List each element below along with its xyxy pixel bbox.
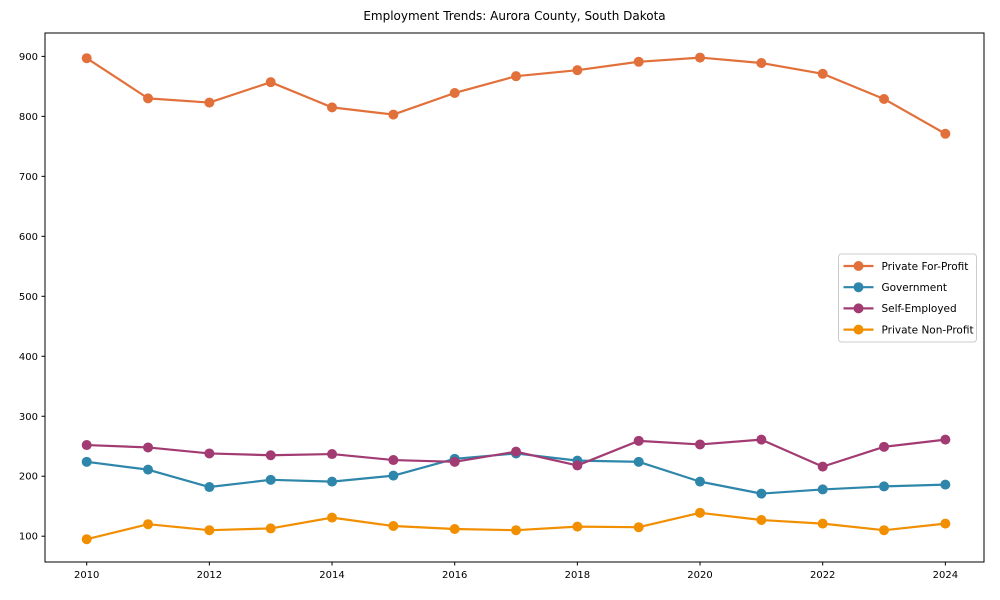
y-tick-label: 900 (19, 52, 38, 63)
series-self-employed (81, 434, 951, 472)
data-point (756, 57, 767, 68)
y-tick-label: 400 (19, 352, 38, 363)
series-line-government (85, 452, 947, 495)
data-point (756, 515, 767, 526)
data-point (695, 52, 706, 63)
legend-label: Private Non-Profit (882, 324, 974, 336)
data-point (265, 450, 276, 461)
data-point (633, 456, 644, 467)
data-point (388, 109, 399, 120)
data-point (327, 476, 338, 487)
series-private-non-profit (81, 507, 951, 545)
series-private-for-profit (81, 52, 951, 139)
legend-marker (853, 282, 864, 293)
legend-marker (853, 261, 864, 271)
data-point (572, 65, 583, 76)
x-tick-label: 2012 (197, 570, 222, 581)
y-tick-label: 600 (19, 232, 38, 243)
data-point (449, 87, 460, 98)
plot-border (44, 32, 985, 563)
legend-label: Government (882, 282, 947, 294)
data-point (572, 521, 583, 532)
data-point (143, 519, 154, 530)
data-point (143, 464, 154, 475)
x-tick-label: 2018 (565, 570, 590, 581)
data-point (204, 97, 215, 108)
y-tick-label: 500 (19, 292, 38, 303)
data-point (879, 481, 890, 492)
data-point (879, 525, 890, 536)
data-point (81, 534, 92, 545)
data-point (817, 68, 828, 79)
legend-marker (853, 303, 864, 314)
data-point (143, 442, 154, 453)
data-point (511, 446, 522, 457)
data-point (327, 102, 338, 113)
data-point (511, 71, 522, 82)
x-tick-label: 2020 (687, 570, 712, 581)
data-point (511, 525, 522, 536)
y-tick-label: 300 (19, 412, 38, 423)
x-tick-label: 2016 (442, 570, 467, 581)
data-point (633, 56, 644, 67)
data-point (388, 455, 399, 466)
data-point (449, 524, 460, 535)
x-tick-label: 2010 (74, 570, 99, 581)
data-point (879, 93, 890, 104)
legend-marker (853, 324, 864, 335)
chart-title: Employment Trends: Aurora County, South … (363, 9, 666, 23)
data-point (756, 434, 767, 445)
y-tick-label: 700 (19, 172, 38, 183)
data-point (143, 93, 154, 104)
data-point (695, 507, 706, 518)
data-point (879, 441, 890, 452)
y-tick-label: 200 (19, 472, 38, 483)
data-point (265, 77, 276, 88)
data-point (695, 476, 706, 487)
series-line-private-for-profit (85, 56, 947, 135)
data-point (204, 525, 215, 536)
data-point (265, 474, 276, 485)
data-point (388, 521, 399, 532)
legend-label: Self-Employed (882, 303, 957, 315)
x-tick-label: 2022 (810, 570, 835, 581)
data-point (817, 461, 828, 472)
data-point (449, 456, 460, 467)
data-point (633, 435, 644, 446)
legend-label: Private For-Profit (882, 261, 969, 273)
data-point (388, 470, 399, 481)
data-point (817, 484, 828, 495)
data-point (695, 439, 706, 450)
data-point (327, 449, 338, 460)
data-point (572, 460, 583, 471)
data-point (633, 522, 644, 533)
data-point (817, 518, 828, 529)
data-point (204, 482, 215, 493)
legend-box (838, 253, 977, 343)
data-point (940, 479, 951, 490)
x-tick-label: 2024 (933, 570, 958, 581)
data-point (327, 512, 338, 523)
data-point (940, 128, 951, 139)
data-point (81, 440, 92, 451)
x-tick-label: 2014 (319, 570, 344, 581)
data-point (940, 434, 951, 445)
data-point (940, 518, 951, 529)
data-point (265, 523, 276, 534)
data-point (81, 53, 92, 64)
y-tick-label: 100 (19, 532, 38, 543)
data-point (81, 456, 92, 467)
legend: Private For-Profit Government Self-Employe… (838, 253, 977, 343)
data-point (756, 488, 767, 499)
y-tick-label: 800 (19, 112, 38, 123)
data-point (204, 448, 215, 459)
